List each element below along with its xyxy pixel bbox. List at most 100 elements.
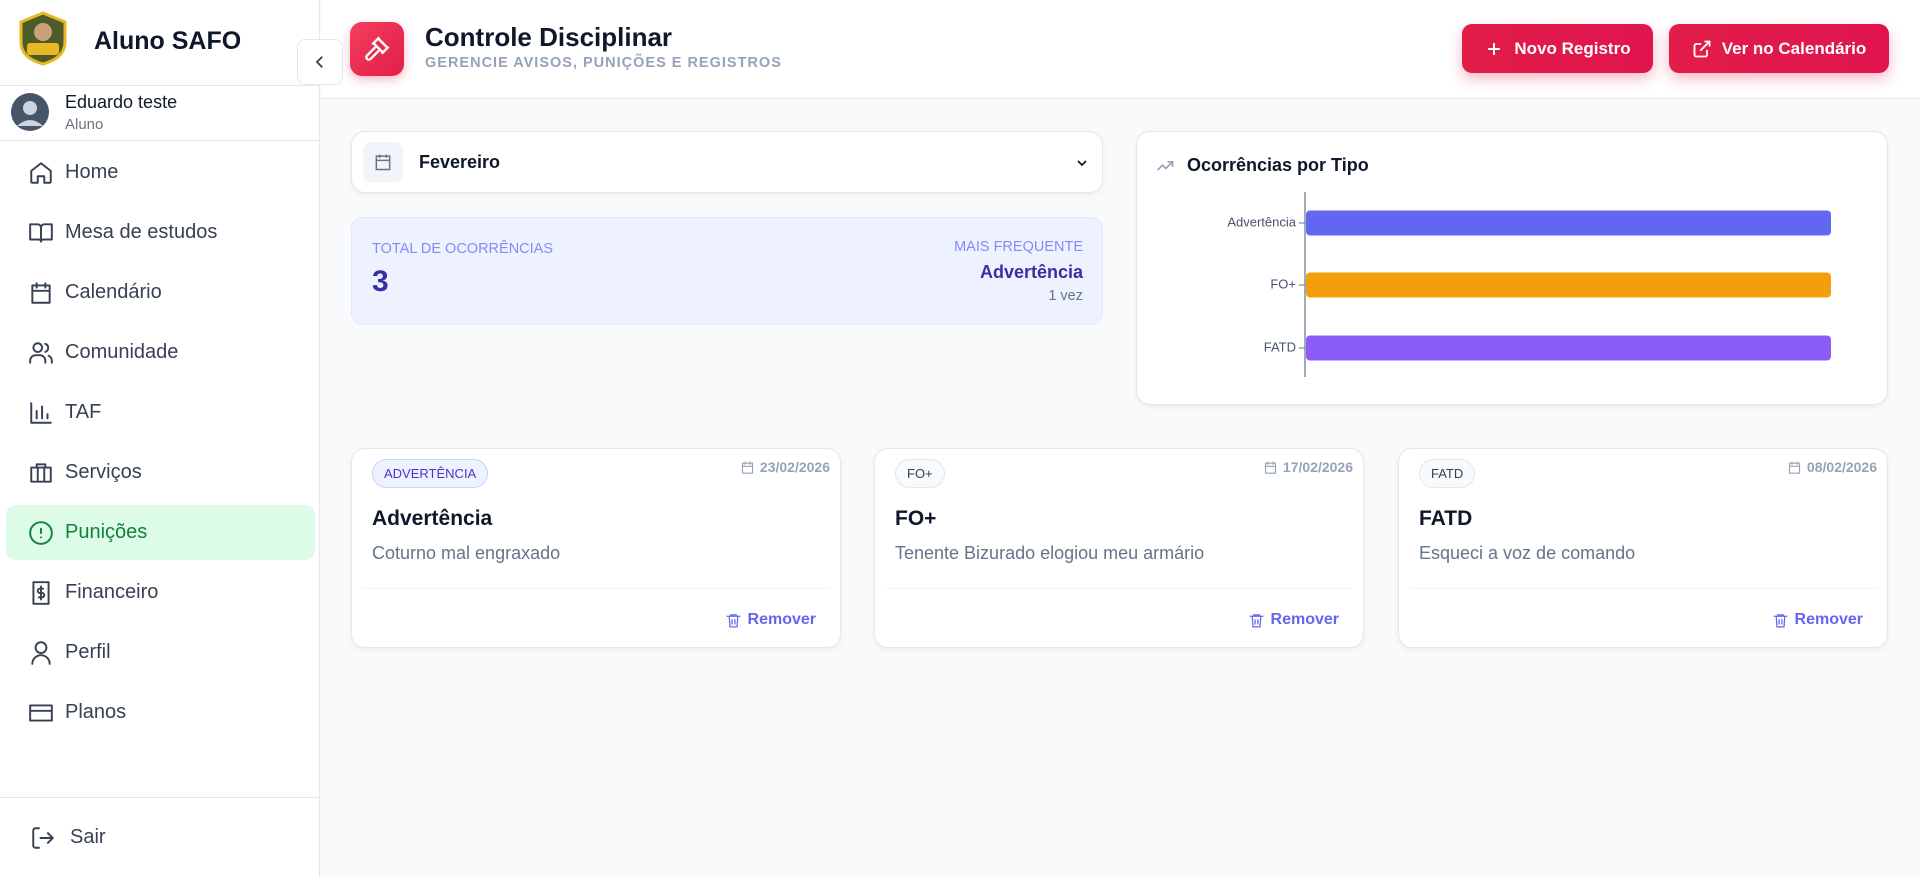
- y-tick-label: FATD: [1264, 339, 1296, 354]
- type-badge: ADVERTÊNCIA: [372, 459, 489, 488]
- icon-path: [741, 460, 753, 474]
- nav-label: Perfil: [65, 641, 111, 663]
- user-name: Eduardo teste: [65, 92, 178, 112]
- record-title: Advertência: [372, 507, 493, 530]
- bar: [1306, 335, 1831, 361]
- record-card: FO+ 17/02/2026 FO+ Tenente Bizurado elogiou…: [874, 448, 1364, 648]
- icon-path: [1788, 460, 1800, 474]
- icon: [31, 640, 51, 665]
- gavel-icon: [365, 36, 390, 61]
- icon: [29, 520, 53, 545]
- remove-label: Remover: [747, 611, 816, 628]
- logout[interactable]: Sair: [6, 810, 315, 865]
- nav-item[interactable]: Mesa de estudos: [6, 205, 315, 260]
- new-record-button[interactable]: Novo Registro: [1462, 24, 1653, 73]
- button-label: Ver no Calendário: [1721, 38, 1867, 58]
- user-role: Aluno: [65, 116, 104, 133]
- logout-label: Sair: [70, 826, 106, 848]
- record-description: Esqueci a voz de comando: [1419, 543, 1636, 563]
- summary: TOTAL DE OCORRÊNCIAS 3 MAIS FREQUENTE Ad…: [351, 217, 1103, 325]
- nav-label: Calendário: [65, 281, 162, 303]
- icon: [741, 460, 753, 474]
- icon-path: [1249, 613, 1264, 628]
- record-date: 17/02/2026: [1263, 459, 1353, 475]
- icon: [29, 222, 53, 243]
- brand: Aluno SAFO: [94, 27, 242, 55]
- avatar: [11, 93, 49, 131]
- icon: [1264, 460, 1276, 474]
- icon: [1788, 460, 1800, 474]
- icon: [726, 613, 741, 628]
- record-description: Tenente Bizurado elogiou meu armário: [895, 543, 1205, 563]
- icon-path: [31, 640, 51, 665]
- calendar-icon: [375, 154, 391, 171]
- total-value: 3: [372, 265, 389, 298]
- nav-item[interactable]: Serviços: [6, 445, 315, 500]
- collapse-button[interactable]: [297, 39, 343, 85]
- icon-path: [30, 161, 52, 184]
- remove-button[interactable]: Remover: [725, 611, 816, 629]
- calendar-button[interactable]: Ver no Calendário: [1669, 24, 1889, 73]
- nav-label: Mesa de estudos: [65, 221, 218, 243]
- icon: [1773, 613, 1788, 628]
- icon-path: [30, 462, 52, 483]
- icon-path: [1773, 613, 1788, 628]
- nav-label: Home: [65, 161, 119, 183]
- type-badge: FO+: [895, 459, 945, 488]
- icon: [32, 580, 50, 605]
- nav-label: Financeiro: [65, 581, 159, 603]
- external-icon: [1693, 40, 1711, 57]
- divider: [885, 588, 1353, 589]
- nav-label: TAF: [65, 401, 102, 423]
- icon: [30, 161, 52, 184]
- divider: [0, 797, 320, 798]
- record-title: FO+: [895, 507, 937, 530]
- nav-item[interactable]: Calendário: [6, 265, 315, 320]
- logo: [19, 11, 67, 66]
- calendar-icon-box: [363, 142, 403, 182]
- icon: [30, 462, 52, 483]
- nav-label: Punições: [65, 521, 148, 543]
- nav-item[interactable]: Planos: [6, 685, 315, 740]
- nav-item[interactable]: Home: [6, 145, 315, 200]
- button-label: Novo Registro: [1514, 38, 1631, 58]
- date-text: 23/02/2026: [759, 459, 830, 475]
- icon: [1249, 613, 1264, 628]
- icon-path: [29, 222, 53, 243]
- remove-button[interactable]: Remover: [1772, 611, 1863, 629]
- nav-item[interactable]: Punições: [6, 505, 315, 560]
- icon-path: [30, 401, 52, 424]
- frequent-label: MAIS FREQUENTE: [954, 239, 1083, 255]
- date-text: 08/02/2026: [1806, 459, 1877, 475]
- nav-item[interactable]: Comunidade: [6, 325, 315, 380]
- remove-button[interactable]: Remover: [1248, 611, 1339, 629]
- icon-path: [726, 613, 741, 628]
- bar: [1306, 210, 1831, 236]
- month-label: Fevereiro: [419, 152, 501, 172]
- date-text: 17/02/2026: [1282, 459, 1353, 475]
- dropdown-icon: [1077, 160, 1087, 167]
- nav-item[interactable]: TAF: [6, 385, 315, 440]
- header-icon: [350, 22, 404, 76]
- record-title: FATD: [1419, 507, 1473, 530]
- plus-icon: [1488, 42, 1501, 55]
- page-subtitle: GERENCIE AVISOS, PUNIÇÕES E REGISTROS: [425, 55, 782, 71]
- page-title: Controle Disciplinar: [425, 22, 673, 52]
- record-card: FATD 08/02/2026 FATD Esqueci a voz de coman…: [1398, 448, 1888, 648]
- icon-path: [29, 703, 53, 722]
- nav-label: Serviços: [65, 461, 142, 483]
- icon: [31, 281, 51, 304]
- nav-item[interactable]: Perfil: [6, 625, 315, 680]
- icon: [29, 341, 53, 364]
- remove-label: Remover: [1270, 611, 1339, 628]
- record-description: Coturno mal engraxado: [372, 543, 561, 563]
- type-badge: FATD: [1419, 459, 1476, 488]
- frequent-count: 1 vez: [1048, 288, 1083, 304]
- nav-item[interactable]: Financeiro: [6, 565, 315, 620]
- icon: [30, 401, 52, 424]
- month-select[interactable]: Fevereiro: [351, 131, 1103, 193]
- divider: [1409, 588, 1877, 589]
- chevron-icon: [315, 56, 323, 68]
